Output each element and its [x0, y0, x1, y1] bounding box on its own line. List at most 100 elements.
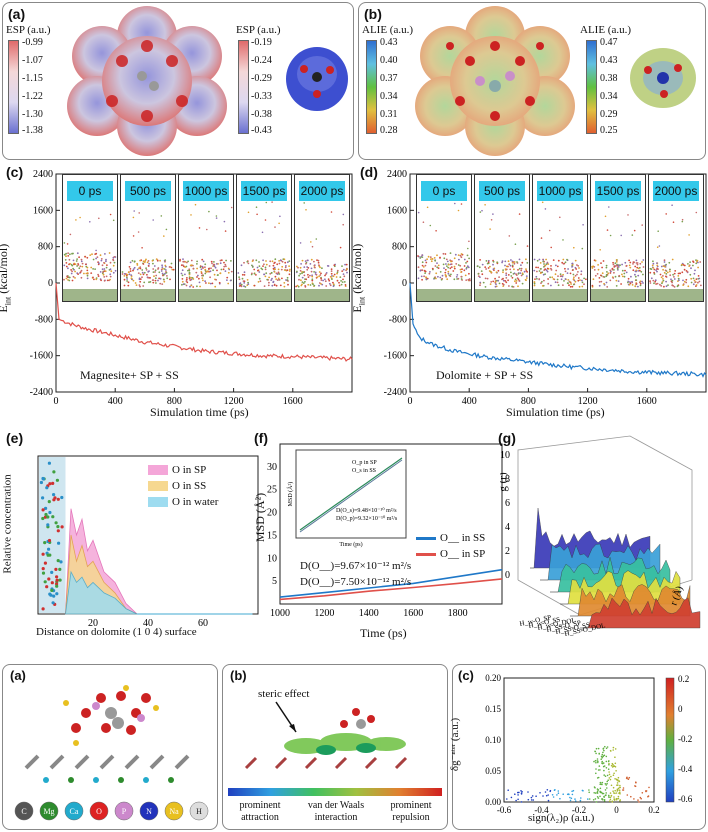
scatter-point	[603, 754, 606, 757]
atom-label: O	[96, 807, 102, 816]
scatter-point	[520, 790, 522, 792]
scatter-point	[616, 798, 618, 800]
x-tick-label: 1000	[270, 608, 290, 619]
colorbar-tick: 0.2	[678, 674, 689, 684]
series-line	[279, 568, 503, 598]
snapshot-label: 2000 ps	[653, 181, 699, 201]
scatter-point	[608, 800, 611, 802]
colorbar-tick: -0.6	[678, 794, 693, 804]
snapshot-label: 0 ps	[421, 181, 467, 201]
panel-b-cb-title-left: ALIE (a.u.)	[362, 24, 414, 36]
scatter-point	[616, 784, 618, 786]
scatter-point	[601, 762, 603, 764]
bottom-b-colorbar	[228, 788, 442, 796]
slab-atom	[56, 525, 60, 529]
cb-tick: 0.28	[380, 125, 398, 136]
slab-atom	[41, 477, 46, 481]
colorbar-tick: -0.4	[678, 764, 693, 774]
scatter-point	[628, 776, 631, 779]
y-tick-label: 10	[267, 553, 277, 564]
scatter-point	[588, 791, 590, 794]
slab-atom	[39, 480, 43, 485]
snapshot: 500 ps	[474, 174, 530, 302]
scatter-point	[597, 797, 600, 799]
y-tick-label: 0	[48, 278, 53, 289]
atom-marker	[139, 801, 159, 821]
bottom-c-ylabel: δg⁻ⁿᵗᵉʳ (a.u.)	[449, 717, 462, 772]
inset-ylabel: MSD (Å²)	[286, 482, 294, 507]
scatter-point	[598, 753, 600, 755]
scatter-point	[638, 801, 640, 803]
scatter-point	[647, 795, 649, 798]
x-tick-label: 40	[143, 618, 153, 629]
slab-atom	[54, 567, 58, 571]
panel-c-annotation: Magnesite+ SP + SS	[80, 368, 179, 382]
scatter-point	[645, 790, 647, 793]
scatter-point	[619, 786, 621, 789]
snapshot-label: 1000 ps	[183, 181, 229, 201]
cb-tick: 0.47	[600, 37, 618, 48]
cb-tick: 0.43	[600, 55, 618, 66]
scatter-point	[609, 749, 612, 752]
atom-marker	[114, 801, 134, 821]
scatter-point	[572, 789, 575, 792]
scatter-point	[596, 790, 599, 792]
scatter-point	[600, 783, 602, 785]
panel-b-label: (b)	[364, 6, 382, 22]
y-tick-label: 30	[267, 462, 277, 473]
cb-tick: -1.30	[22, 109, 43, 120]
cb-tick: 0.43	[380, 37, 398, 48]
scatter-point	[613, 798, 616, 801]
slab-atom	[55, 592, 59, 596]
scatter-point	[557, 792, 560, 794]
scatter-point	[530, 799, 533, 801]
area-series	[65, 570, 138, 615]
atom-label: H	[196, 807, 202, 816]
atom-label: Na	[169, 807, 179, 816]
scatter-point	[599, 787, 602, 790]
slab-atom	[49, 593, 53, 597]
ylabel-sub: int	[357, 296, 367, 306]
ylabel-main: E	[0, 305, 10, 312]
bottom-b-structure	[244, 701, 408, 770]
panel-e-xlabel: Distance on dolomite (1 0 4) surface	[36, 626, 197, 638]
x-tick-label: 60	[198, 618, 208, 629]
scatter-point	[596, 760, 599, 762]
snapshot-particles	[237, 201, 291, 301]
scatter-point	[518, 791, 520, 794]
snapshot-label: 0 ps	[67, 181, 113, 201]
snapshot-particles	[417, 202, 471, 301]
scatter-point	[596, 796, 599, 798]
slab-atom	[56, 559, 60, 563]
panel-c-ylabel: Eint (kcal/mol)	[0, 244, 13, 313]
panel-b-ion-surface	[630, 48, 696, 108]
legend-item: O in SS	[148, 478, 218, 494]
scatter-point	[595, 772, 597, 775]
slab-atom	[46, 523, 50, 527]
z-tick-label: 2	[505, 546, 510, 557]
scatter-point	[622, 789, 624, 791]
series-line	[55, 282, 353, 362]
scatter-point	[633, 798, 635, 800]
panel-b-molecule-surface	[415, 6, 575, 156]
x-tick-label: 0.2	[648, 805, 659, 815]
x-tick-label: 1200	[578, 396, 598, 407]
colorbar-tick: -0.2	[678, 734, 692, 744]
scatter-point	[615, 770, 617, 772]
cb-tick: -0.38	[251, 109, 272, 120]
snapshot: 2000 ps	[648, 174, 704, 302]
slab-atom	[47, 538, 52, 543]
scatter-point	[531, 795, 534, 797]
scatter-point	[612, 749, 614, 751]
ylabel-main: E	[350, 305, 365, 313]
scatter-point	[599, 795, 601, 798]
slab-atom	[46, 553, 50, 557]
bottom-a-frame	[2, 664, 218, 830]
cb-tick: 0.37	[380, 73, 398, 84]
scatter-point	[608, 795, 610, 797]
slab-atom	[56, 529, 60, 533]
inset-legend: O_s in SS	[352, 468, 376, 474]
scatter-point	[603, 799, 606, 801]
scatter-point	[514, 793, 516, 795]
